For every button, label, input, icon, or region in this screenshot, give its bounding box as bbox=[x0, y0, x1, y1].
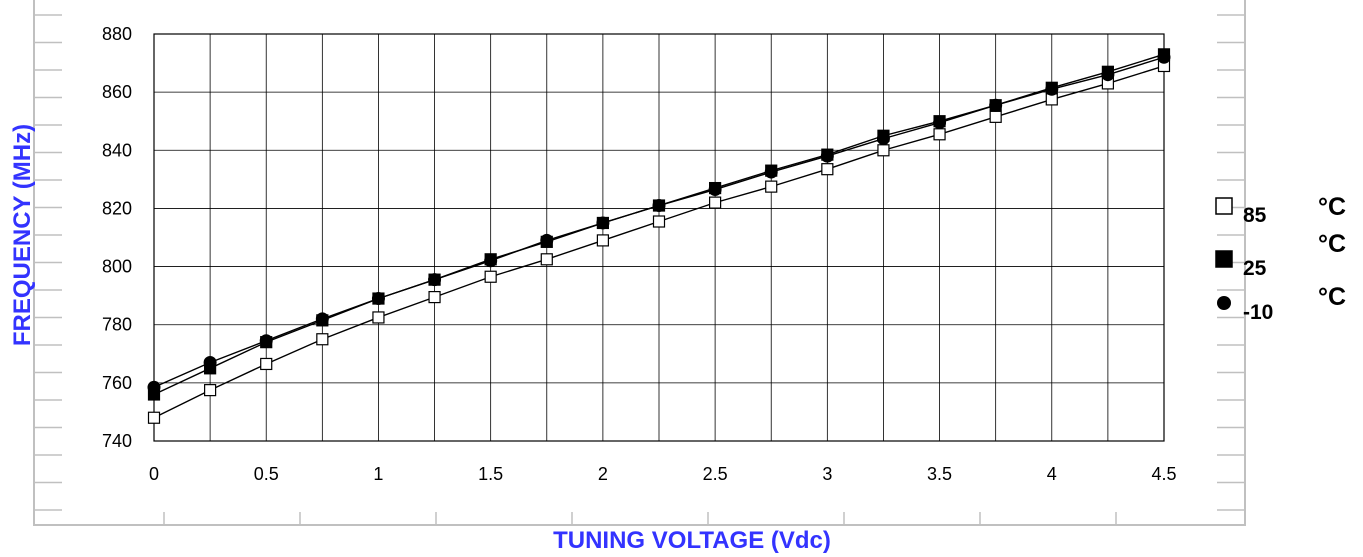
data-point bbox=[316, 333, 329, 346]
x-tick-label: 2.5 bbox=[703, 464, 728, 484]
data-point bbox=[1157, 50, 1171, 64]
data-point bbox=[147, 380, 161, 394]
y-tick-label: 800 bbox=[102, 257, 132, 277]
data-point bbox=[1045, 82, 1059, 96]
data-point bbox=[428, 273, 442, 287]
frame-border bbox=[33, 0, 1246, 526]
data-point bbox=[204, 384, 217, 397]
data-point bbox=[877, 144, 890, 157]
y-tick-label: 840 bbox=[102, 140, 132, 160]
series-2 bbox=[147, 50, 1171, 394]
axis-ticks: 0 0.5 1 1.5 2 2.5 3 3.5 4 4.5 740 760 780 800 820 840 86… bbox=[102, 24, 1177, 484]
data-point bbox=[989, 98, 1003, 112]
data-point bbox=[259, 334, 273, 348]
legend: 85 °C 25 °C -10 °C bbox=[1215, 193, 1346, 324]
x-tick-label: 1 bbox=[373, 464, 383, 484]
data-point bbox=[315, 312, 329, 326]
y-tick-label: 860 bbox=[102, 82, 132, 102]
legend-marker bbox=[1217, 296, 1231, 310]
data-point bbox=[1101, 68, 1115, 82]
data-point bbox=[484, 270, 497, 283]
data-point bbox=[876, 132, 890, 146]
data-point bbox=[371, 292, 385, 306]
data-point bbox=[652, 215, 666, 228]
data-point bbox=[540, 253, 553, 266]
x-tick-label: 0.5 bbox=[254, 464, 279, 484]
legend-marker bbox=[1215, 250, 1233, 268]
legend-unit-label: °C bbox=[1318, 230, 1346, 258]
y-tick-label: 740 bbox=[102, 431, 132, 451]
data-point bbox=[764, 165, 778, 179]
x-tick-label: 3 bbox=[822, 464, 832, 484]
data-point bbox=[540, 233, 554, 247]
y-tick-label: 780 bbox=[102, 315, 132, 335]
legend-unit-label: °C bbox=[1318, 193, 1346, 221]
y-tick-label: 820 bbox=[102, 198, 132, 218]
data-point bbox=[933, 128, 946, 141]
legend-label: 25 bbox=[1243, 257, 1267, 280]
plot-grid bbox=[153, 33, 1165, 442]
data-point bbox=[596, 216, 610, 230]
x-tick-label: 4.5 bbox=[1151, 464, 1176, 484]
y-tick-label: 880 bbox=[102, 24, 132, 44]
x-tick-label: 4 bbox=[1047, 464, 1057, 484]
x-tick-label: 3.5 bbox=[927, 464, 952, 484]
y-axis-title: FREQUENCY (MHz) bbox=[9, 124, 36, 346]
plot-border bbox=[153, 33, 1165, 442]
data-point bbox=[260, 357, 273, 371]
data-point bbox=[203, 356, 217, 370]
data-point bbox=[820, 149, 834, 163]
data-point bbox=[652, 199, 666, 213]
data-point bbox=[933, 116, 947, 130]
y-tick-label: 760 bbox=[102, 373, 132, 393]
data-point bbox=[765, 180, 778, 193]
series-group bbox=[147, 48, 1171, 424]
data-point bbox=[709, 196, 722, 209]
data-point bbox=[147, 411, 161, 424]
data-point bbox=[821, 163, 834, 176]
x-axis-title: TUNING VOLTAGE (Vdc) bbox=[553, 527, 831, 554]
legend-unit-label: °C bbox=[1318, 283, 1346, 311]
data-point bbox=[484, 254, 498, 268]
x-tick-label: 2 bbox=[598, 464, 608, 484]
data-point bbox=[428, 290, 441, 304]
x-tick-label: 0 bbox=[149, 464, 159, 484]
legend-item-0: 85 °C bbox=[1215, 193, 1346, 227]
data-point bbox=[372, 311, 385, 324]
data-point bbox=[708, 183, 722, 197]
x-tick-label: 1.5 bbox=[478, 464, 503, 484]
data-point bbox=[596, 234, 609, 247]
outer-frame bbox=[33, 0, 1246, 526]
data-point bbox=[989, 110, 1002, 123]
legend-item-2: -10 °C bbox=[1217, 283, 1346, 324]
legend-label: 85 bbox=[1243, 204, 1267, 227]
legend-item-1: 25 °C bbox=[1215, 230, 1346, 280]
legend-marker bbox=[1215, 197, 1233, 215]
legend-label: -10 bbox=[1243, 301, 1273, 324]
